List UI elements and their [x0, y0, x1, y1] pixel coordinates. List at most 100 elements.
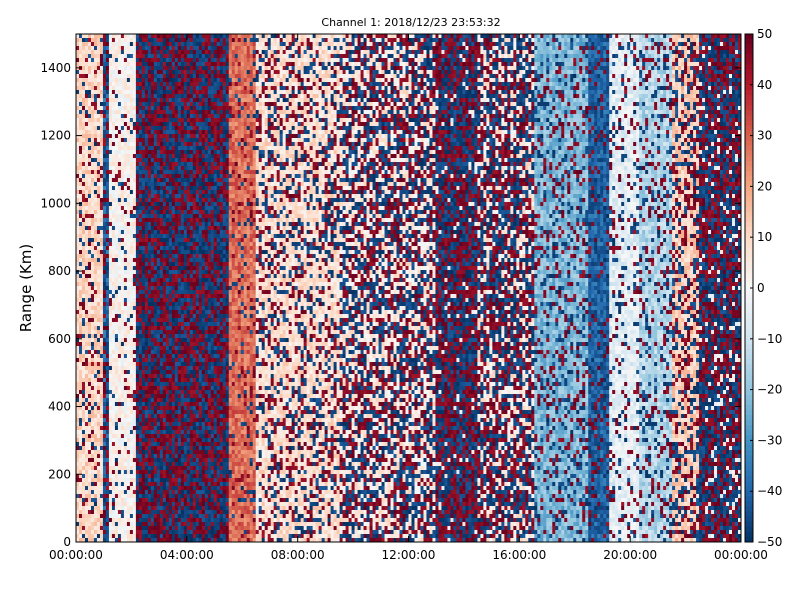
- heatmap-cell: [177, 66, 182, 71]
- heatmap-cell: [153, 502, 158, 507]
- heatmap-cell: [102, 42, 107, 47]
- heatmap-cell: [117, 66, 122, 71]
- heatmap-cell: [132, 278, 137, 283]
- heatmap-cell: [126, 510, 131, 515]
- heatmap-cell: [111, 358, 116, 363]
- heatmap-cell: [102, 58, 107, 63]
- heatmap-cell: [147, 306, 152, 311]
- heatmap-cell: [189, 170, 194, 175]
- heatmap-cell: [114, 106, 119, 111]
- heatmap-cell: [180, 118, 185, 123]
- heatmap-cell: [96, 530, 101, 535]
- heatmap-cell: [183, 46, 188, 51]
- heatmap-cell: [159, 186, 164, 191]
- heatmap-cell: [168, 118, 173, 123]
- heatmap-cell: [87, 42, 92, 47]
- heatmap-cell: [156, 74, 161, 79]
- heatmap-cell: [144, 362, 149, 367]
- heatmap-cell: [81, 462, 86, 467]
- heatmap-cell: [174, 214, 179, 219]
- heatmap-cell: [174, 494, 179, 499]
- heatmap-cell: [141, 122, 146, 127]
- heatmap-cell: [132, 310, 137, 315]
- heatmap-cell: [171, 482, 176, 487]
- heatmap-cell: [108, 262, 113, 267]
- heatmap-cell: [99, 294, 104, 299]
- heatmap-cell: [153, 182, 158, 187]
- heatmap-cell: [120, 34, 125, 39]
- heatmap-cell: [114, 194, 119, 199]
- heatmap-cell: [141, 350, 146, 355]
- heatmap-cell: [147, 46, 152, 51]
- heatmap-cell: [189, 354, 194, 359]
- heatmap-cell: [96, 394, 101, 399]
- heatmap-cell: [189, 178, 194, 183]
- heatmap-cell: [159, 110, 164, 115]
- heatmap-cell: [147, 446, 152, 451]
- heatmap-cell: [141, 402, 146, 407]
- heatmap-cell: [90, 206, 95, 211]
- heatmap-cell: [123, 74, 128, 79]
- heatmap-cell: [129, 122, 134, 127]
- heatmap-cell: [114, 230, 119, 235]
- heatmap-cell: [81, 322, 86, 327]
- heatmap-cell: [132, 98, 137, 103]
- heatmap-cell: [150, 150, 155, 155]
- heatmap-cell: [129, 358, 134, 363]
- heatmap-cell: [177, 194, 182, 199]
- heatmap-cell: [162, 162, 167, 167]
- heatmap-cell: [183, 346, 188, 351]
- heatmap-cell: [186, 298, 191, 303]
- heatmap-cell: [168, 302, 173, 307]
- heatmap-cell: [99, 230, 104, 235]
- heatmap-cell: [117, 38, 122, 43]
- heatmap-cell: [96, 358, 101, 363]
- heatmap-cell: [123, 318, 128, 323]
- heatmap-cell: [76, 214, 80, 219]
- heatmap-cell: [171, 70, 176, 75]
- heatmap-cell: [180, 386, 185, 391]
- heatmap-cell: [105, 230, 110, 235]
- heatmap-cell: [120, 522, 125, 527]
- heatmap-cell: [102, 386, 107, 391]
- heatmap-cell: [79, 94, 83, 99]
- heatmap-cell: [81, 226, 86, 231]
- heatmap-cell: [99, 202, 104, 207]
- heatmap-cell: [87, 482, 92, 487]
- heatmap-cell: [90, 502, 95, 507]
- heatmap-cell: [117, 310, 122, 315]
- heatmap-cell: [120, 258, 125, 263]
- heatmap-cell: [165, 274, 170, 279]
- heatmap-cell: [174, 510, 179, 515]
- heatmap-cell: [180, 274, 185, 279]
- heatmap-cell: [126, 318, 131, 323]
- heatmap-cell: [132, 70, 137, 75]
- heatmap-cell: [117, 102, 122, 107]
- heatmap-cell: [111, 210, 116, 215]
- heatmap-cell: [87, 46, 92, 51]
- heatmap-cell: [186, 438, 191, 443]
- heatmap-cell: [189, 402, 194, 407]
- heatmap-cell: [141, 154, 146, 159]
- heatmap-cell: [87, 186, 92, 191]
- heatmap-cell: [99, 38, 104, 43]
- heatmap-cell: [135, 170, 140, 175]
- heatmap-cell: [84, 522, 89, 527]
- heatmap-cell: [153, 166, 158, 171]
- heatmap-cell: [102, 150, 107, 155]
- heatmap-cell: [153, 118, 158, 123]
- heatmap-cell: [102, 186, 107, 191]
- heatmap-cell: [150, 450, 155, 455]
- heatmap-cell: [126, 62, 131, 67]
- heatmap-cell: [111, 362, 116, 367]
- heatmap-cell: [165, 398, 170, 403]
- heatmap-cell: [120, 450, 125, 455]
- heatmap-cell: [168, 94, 173, 99]
- heatmap-cell: [183, 526, 188, 531]
- heatmap-cell: [162, 286, 167, 291]
- heatmap-cell: [132, 370, 137, 375]
- heatmap-cell: [162, 406, 167, 411]
- heatmap-cell: [183, 374, 188, 379]
- heatmap-cell: [186, 530, 191, 535]
- heatmap-cell: [141, 130, 146, 135]
